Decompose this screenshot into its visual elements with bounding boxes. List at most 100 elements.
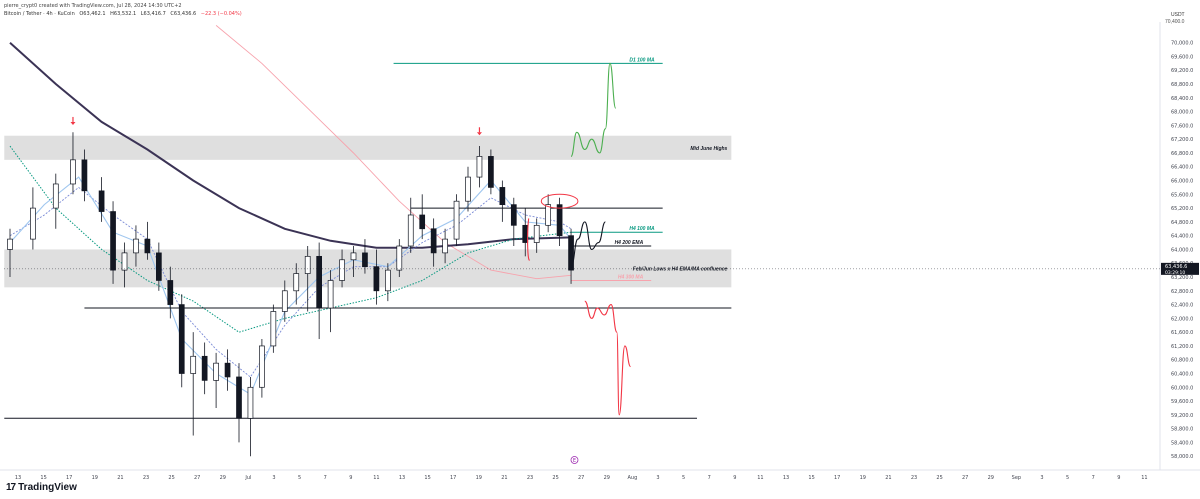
bearish-projection — [584, 300, 632, 416]
candle-body-43 — [533, 224, 540, 243]
time-tick-17: 17 — [450, 475, 456, 481]
time-tick-14: 11 — [373, 475, 379, 481]
candle-body-8 — [133, 238, 139, 254]
earnings-event-icon — [570, 456, 579, 464]
bar-countdown: 03:29:10 — [1165, 270, 1185, 276]
price-tick-12: 62,800.0 — [1171, 289, 1193, 295]
candle-body-16 — [224, 362, 231, 378]
ohlc-high: H63,532.1 — [110, 11, 137, 17]
zone-label-0: Mid June Highs — [690, 146, 727, 152]
price-tick-21: 66,400.0 — [1171, 165, 1193, 171]
time-tick-7: 27 — [194, 475, 200, 481]
time-tick-4: 21 — [117, 475, 123, 481]
candle-body-18 — [247, 386, 254, 419]
time-tick-39: Sep — [1012, 475, 1021, 481]
candle-body-2 — [52, 183, 59, 209]
publish-info: pierre_crypt0 created with TradingView.c… — [4, 3, 182, 9]
time-tick-41: 5 — [1066, 475, 1069, 481]
price-tick-13: 63,200.0 — [1171, 275, 1193, 281]
bullish-projection — [570, 62, 617, 157]
price-tick-9: 61,600.0 — [1171, 330, 1193, 336]
candle-body-34 — [430, 228, 437, 254]
candle-body-5 — [98, 190, 105, 212]
time-tick-35: 23 — [911, 475, 917, 481]
time-tick-3: 19 — [92, 475, 98, 481]
zone-label-1: Feb/Jun Lows x H4 EMA/MA confluence — [633, 266, 728, 272]
time-tick-6: 25 — [168, 475, 174, 481]
range-projection — [570, 221, 606, 268]
price-tick-22: 66,800.0 — [1171, 151, 1193, 157]
candle-body-14 — [201, 355, 208, 381]
levels-layer — [4, 62, 732, 419]
price-tick-6: 60,400.0 — [1171, 372, 1193, 378]
price-tick-25: 68,000.0 — [1171, 110, 1193, 116]
time-tick-37: 27 — [962, 475, 968, 481]
price-tick-18: 65,200.0 — [1171, 206, 1193, 212]
ohlc-low: L63,416.7 — [140, 11, 166, 17]
time-tick-11: 5 — [298, 475, 301, 481]
candle-body-37 — [465, 176, 471, 202]
event-marker-label: E — [573, 458, 576, 464]
tradingview-logo-icon: 17 — [6, 482, 16, 493]
tradingview-brand[interactable]: 17 TradingView — [6, 482, 77, 493]
candle-body-4 — [81, 159, 88, 192]
time-tick-10: 3 — [272, 475, 275, 481]
price-tick-1: 58,400.0 — [1171, 440, 1193, 446]
price-tick-19: 65,600.0 — [1171, 192, 1193, 198]
time-tick-24: Aug — [628, 475, 638, 481]
down-arrow-head-0 — [70, 121, 76, 125]
candle-body-36 — [453, 200, 460, 240]
wick-highlight-ellipse — [540, 193, 579, 209]
current-price-tag — [1161, 262, 1199, 275]
time-tick-8: 29 — [220, 475, 226, 481]
time-tick-36: 25 — [936, 475, 942, 481]
candle-body-32 — [407, 214, 414, 247]
axes-layer: 58,000.0 58,400.0 58,800.0 59,200.0 59,600.0… — [0, 22, 1200, 481]
candle-body-42 — [522, 224, 529, 243]
price-tick-30: 70,000.0 — [1171, 41, 1193, 47]
time-tick-34: 21 — [885, 475, 891, 481]
candle-body-30 — [385, 269, 391, 292]
wick-rejection-mark — [527, 218, 531, 261]
level-label-3: H4 300 MA — [618, 274, 644, 280]
symbol-name[interactable]: Bitcoin / Tether · 4h · KuCoin — [4, 11, 75, 17]
candle-body-41 — [510, 204, 517, 226]
candle-body-31 — [396, 245, 403, 271]
ema-fast-line — [9, 176, 572, 396]
indicator-lines-layer — [9, 25, 572, 396]
price-tick-28: 69,200.0 — [1171, 68, 1193, 74]
ohlc-close: C63,436.6 — [170, 11, 197, 17]
time-tick-29: 11 — [757, 475, 763, 481]
price-tick-0: 58,000.0 — [1171, 454, 1193, 460]
time-tick-21: 25 — [552, 475, 558, 481]
candle-body-3 — [70, 159, 76, 185]
candle-body-13 — [190, 355, 197, 374]
price-tick-27: 68,800.0 — [1171, 82, 1193, 88]
time-tick-0: 13 — [15, 475, 21, 481]
ohlc-open: O63,462.1 — [79, 11, 106, 17]
candle-body-33 — [419, 214, 426, 230]
zone-box-0 — [4, 135, 732, 160]
ohlc-change: −22.3 (−0.04%) — [200, 11, 242, 17]
price-tick-16: 64,400.0 — [1171, 234, 1193, 240]
time-tick-33: 19 — [860, 475, 866, 481]
time-tick-16: 15 — [424, 475, 430, 481]
time-tick-31: 15 — [808, 475, 814, 481]
time-tick-22: 27 — [578, 475, 584, 481]
candle-body-21 — [281, 290, 288, 312]
candle-body-24 — [316, 255, 322, 309]
candle-body-17 — [236, 376, 242, 419]
time-tick-1: 15 — [40, 475, 46, 481]
current-price-value: 63,436.6 — [1165, 264, 1187, 270]
time-tick-9: Jul — [244, 475, 251, 481]
candle-body-12 — [178, 304, 185, 374]
candle-body-27 — [350, 252, 357, 261]
candle-body-10 — [156, 252, 162, 281]
candle-body-0 — [7, 238, 13, 250]
price-tick-3: 59,200.0 — [1171, 413, 1193, 419]
candle-body-29 — [373, 266, 380, 292]
symbol-ohlc-legend: Bitcoin / Tether · 4h · KuCoin O63,462.1… — [4, 11, 245, 17]
time-tick-40: 3 — [1040, 475, 1043, 481]
labels-layer: Mid June Highs Feb/Jun Lows x H4 EMA/MA c… — [615, 57, 728, 280]
